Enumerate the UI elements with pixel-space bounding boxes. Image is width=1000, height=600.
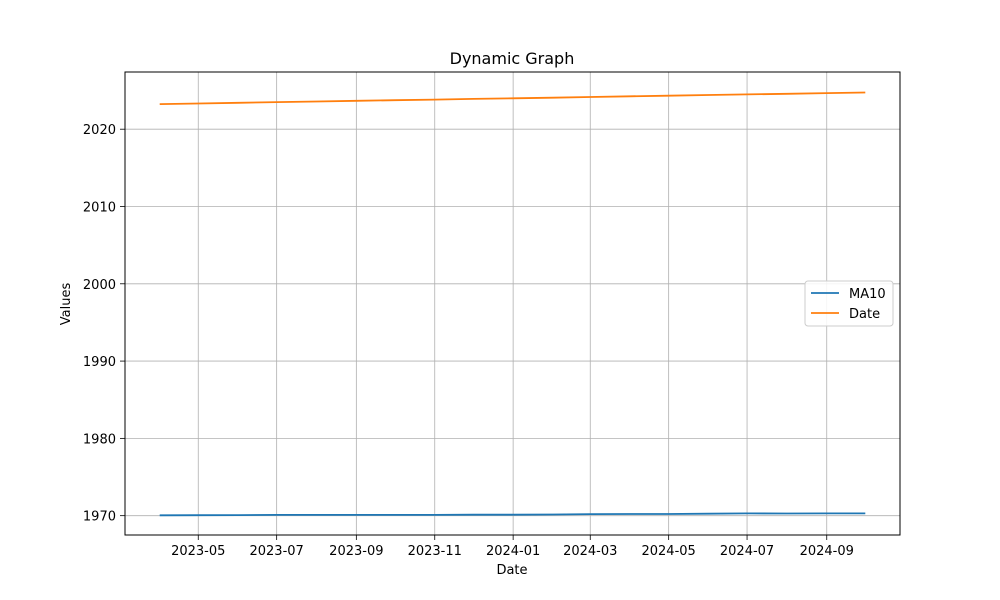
y-tick-label: 1980: [83, 432, 116, 447]
grid-lines: [125, 72, 900, 535]
series-line-ma10: [159, 512, 866, 517]
plot-area: [125, 72, 900, 535]
series-line-date: [159, 91, 866, 105]
x-tick-label: 2024-03: [563, 544, 617, 559]
x-tick-label: 2023-09: [329, 544, 383, 559]
x-tick-label: 2024-07: [720, 544, 774, 559]
legend: MA10 Date: [804, 280, 894, 327]
y-tick-label: 1970: [83, 510, 116, 525]
y-tick-label: 2010: [83, 200, 116, 215]
x-tick-label: 2023-07: [249, 544, 303, 559]
x-axis-label: Date: [496, 563, 527, 578]
legend-label-date: Date: [849, 307, 880, 322]
x-tick-label: 2023-05: [171, 544, 225, 559]
x-tick-label: 2023-11: [408, 544, 462, 559]
y-axis-label: Values: [59, 283, 74, 326]
y-axis-ticks: 1970 1980 1990 2000 2010 2020: [83, 123, 125, 525]
y-tick-label: 1990: [83, 355, 116, 370]
series-lines: [159, 91, 866, 517]
x-tick-label: 2024-05: [641, 544, 695, 559]
y-tick-label: 2020: [83, 123, 116, 138]
x-tick-label: 2024-09: [800, 544, 854, 559]
legend-label-ma10: MA10: [849, 287, 886, 302]
x-axis-ticks: 2023-05 2023-07 2023-09 2023-11 2024-01 2024-…: [171, 535, 854, 559]
y-tick-label: 2000: [83, 278, 116, 293]
plot-frame: [124, 71, 901, 536]
chart-title: Dynamic Graph: [450, 49, 575, 68]
x-tick-label: 2024-01: [486, 544, 540, 559]
